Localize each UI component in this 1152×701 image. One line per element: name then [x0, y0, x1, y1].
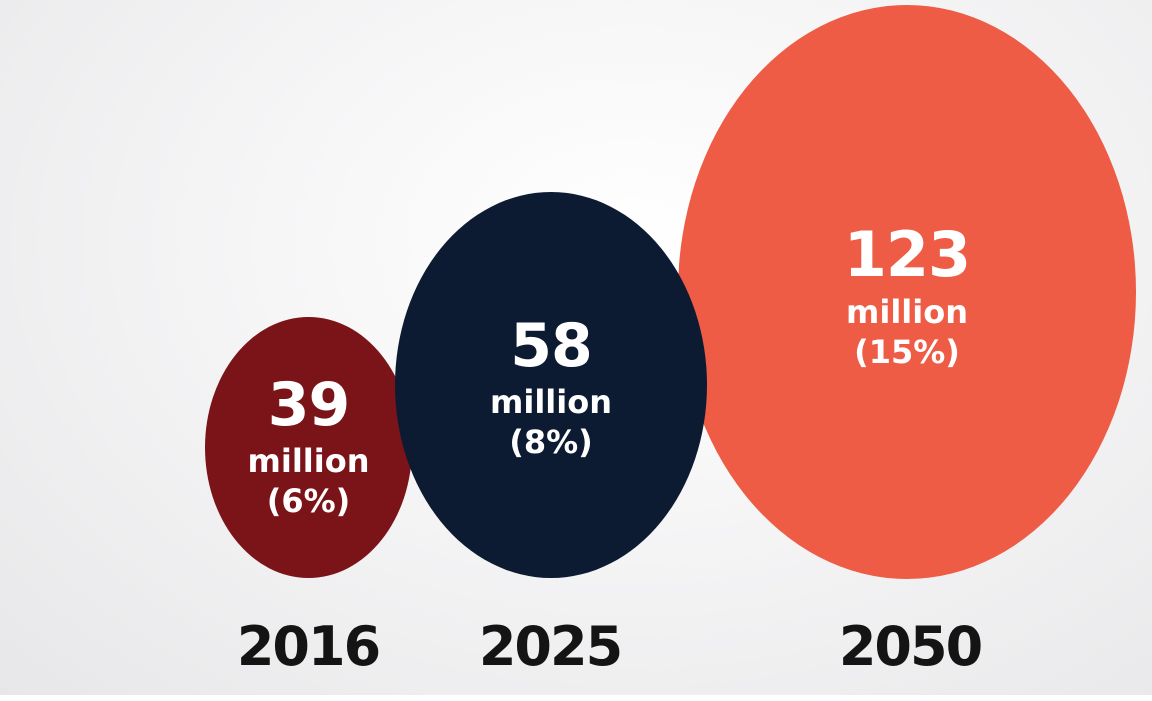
value-label-2025: 58 — [510, 311, 593, 381]
bubble-label-2016: 39 million (6%) — [225, 375, 392, 517]
unit-label-2016: million — [247, 442, 370, 480]
bubble-label-2050: 123 million (15%) — [790, 218, 1024, 371]
bubble-label-2025: 58 million (8%) — [450, 316, 652, 458]
unit-label-2025: million — [490, 383, 612, 421]
value-label-2050: 123 — [843, 218, 971, 291]
year-label-2016: 2016 — [236, 615, 381, 678]
bubble-2016 — [205, 317, 412, 578]
percent-label-2016: (6%) — [266, 482, 351, 520]
year-label-2025: 2025 — [478, 615, 623, 678]
bubble-2025 — [395, 192, 707, 578]
percent-label-2050: (15%) — [854, 333, 960, 371]
unit-label-2050: million — [846, 293, 968, 331]
year-label-2050: 2050 — [838, 615, 983, 678]
bottom-border — [0, 695, 1152, 701]
value-label-2016: 39 — [267, 370, 351, 440]
percent-label-2025: (8%) — [509, 423, 593, 461]
bubble-2050 — [678, 5, 1136, 579]
